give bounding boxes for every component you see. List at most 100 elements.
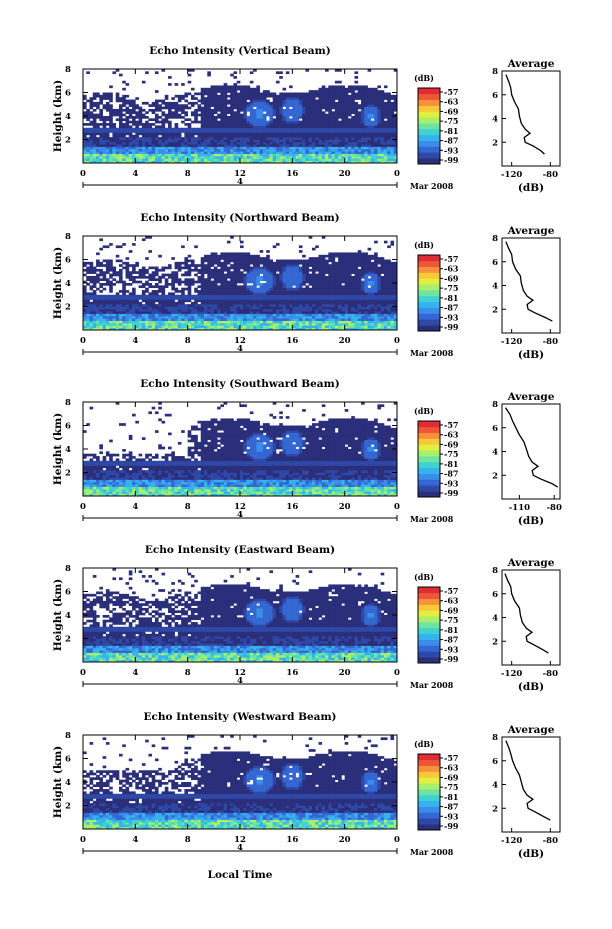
heatmap-cell — [272, 278, 277, 281]
heatmap-cell — [367, 94, 372, 98]
heatmap-cell — [315, 144, 319, 147]
heatmap-cell — [364, 160, 368, 164]
heatmap-cell — [318, 327, 323, 331]
heatmap-cell — [164, 104, 169, 107]
heatmap-cell — [164, 101, 169, 105]
heatmap-cell — [253, 264, 257, 267]
heatmap-cell — [138, 311, 143, 314]
heatmap-cell — [141, 113, 146, 117]
heatmap-cell — [223, 127, 228, 131]
heatmap-cell — [334, 160, 339, 164]
heatmap-cell — [135, 158, 139, 161]
heatmap-cell — [321, 125, 326, 129]
heatmap-cell — [141, 125, 146, 129]
heatmap-cell — [354, 94, 359, 98]
heatmap-cell — [83, 132, 87, 136]
heatmap-cell — [295, 318, 300, 321]
heatmap-cell — [226, 259, 231, 263]
heatmap-cell — [383, 144, 388, 147]
heatmap-cell — [197, 264, 202, 267]
heatmap-cell — [187, 320, 192, 324]
heatmap-cell — [246, 137, 251, 140]
heatmap-cell — [102, 146, 107, 150]
heatmap-cell — [109, 306, 113, 310]
heatmap-cell — [249, 113, 254, 117]
heatmap-cell — [370, 132, 375, 136]
heatmap-cell — [370, 153, 375, 157]
heatmap-cell — [295, 106, 300, 110]
heatmap-cell — [325, 106, 329, 110]
heatmap-cell — [168, 139, 172, 143]
heatmap-cell — [305, 318, 310, 321]
heatmap-cell — [200, 151, 205, 154]
heatmap-cell — [259, 97, 264, 100]
heatmap-cell — [96, 301, 100, 305]
heatmap-cell — [99, 285, 103, 289]
heatmap-cell — [118, 116, 123, 119]
heatmap-cell — [305, 299, 310, 303]
heatmap-cell — [305, 306, 310, 310]
heatmap-cell — [305, 106, 310, 110]
heatmap-cell — [269, 146, 274, 150]
heatmap-cell — [92, 158, 97, 161]
heatmap-cell — [308, 155, 313, 159]
heatmap-cell — [168, 120, 172, 124]
heatmap-cell — [132, 280, 136, 284]
heatmap-cell — [282, 304, 287, 307]
heatmap-cell — [96, 158, 100, 161]
heatmap-cell — [197, 155, 202, 159]
heatmap-cell — [135, 120, 139, 124]
heatmap-cell — [305, 264, 310, 267]
heatmap-cell — [92, 318, 97, 321]
colorbar-swatch — [418, 88, 440, 95]
heatmap-cell — [174, 139, 179, 143]
heatmap-cell — [168, 113, 172, 117]
heatmap-cell — [223, 304, 228, 307]
heatmap-cell — [190, 87, 195, 91]
heatmap-cell — [96, 104, 100, 107]
heatmap-cell — [200, 327, 205, 331]
heatmap-cell — [171, 287, 175, 291]
heatmap-cell — [311, 266, 316, 270]
heatmap-cell — [187, 144, 192, 147]
heatmap-cell — [325, 118, 329, 122]
heatmap-cell — [246, 299, 251, 303]
heatmap-cell — [96, 273, 100, 277]
heatmap-cell — [135, 271, 139, 274]
heatmap-cell — [240, 101, 244, 105]
heatmap-cell — [357, 151, 362, 154]
heatmap-cell — [86, 151, 90, 154]
heatmap-cell — [83, 104, 87, 107]
heatmap-cell — [361, 120, 365, 124]
heatmap-cell — [305, 139, 310, 143]
heatmap-cell — [92, 275, 97, 279]
heatmap-cell — [141, 271, 146, 274]
heatmap-cell — [197, 120, 202, 124]
heatmap-cell — [207, 113, 211, 117]
heatmap-cell — [367, 141, 372, 145]
heatmap-cell — [383, 101, 388, 105]
heatmap-cell — [374, 130, 378, 133]
heatmap-cell — [249, 116, 254, 119]
heatmap-cell — [259, 275, 264, 279]
heatmap-cell — [338, 155, 342, 159]
heatmap-cell — [321, 146, 326, 150]
heatmap-cell — [387, 118, 391, 122]
heatmap-cell — [210, 148, 215, 152]
heatmap-cell — [298, 144, 303, 147]
heatmap-cell — [194, 155, 198, 159]
heatmap-cell — [256, 266, 260, 270]
heatmap-cell — [226, 155, 231, 159]
heatmap-cell — [220, 148, 224, 152]
heatmap-cell — [318, 271, 323, 274]
heatmap-cell — [109, 304, 113, 307]
heatmap-cell — [253, 273, 257, 277]
heatmap-cell — [377, 106, 381, 110]
heatmap-cell — [141, 268, 146, 272]
heatmap-cell — [279, 275, 283, 279]
heatmap-cell — [89, 315, 94, 319]
heatmap-cell — [328, 123, 332, 126]
heatmap-cell — [292, 158, 296, 161]
heatmap-cell — [266, 104, 270, 107]
heatmap-cell — [207, 108, 211, 112]
